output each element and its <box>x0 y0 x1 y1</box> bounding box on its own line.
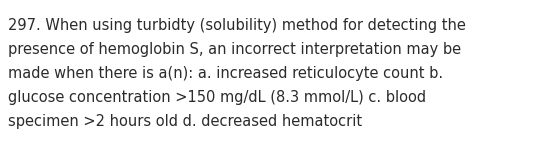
Text: made when there is a(n): a. increased reticulocyte count b.: made when there is a(n): a. increased re… <box>8 66 443 81</box>
Text: presence of hemoglobin S, an incorrect interpretation may be: presence of hemoglobin S, an incorrect i… <box>8 42 461 57</box>
Text: glucose concentration >150 mg/dL (8.3 mmol/L) c. blood: glucose concentration >150 mg/dL (8.3 mm… <box>8 90 426 105</box>
Text: specimen >2 hours old d. decreased hematocrit: specimen >2 hours old d. decreased hemat… <box>8 114 362 129</box>
Text: 297. When using turbidty (solubility) method for detecting the: 297. When using turbidty (solubility) me… <box>8 18 466 33</box>
